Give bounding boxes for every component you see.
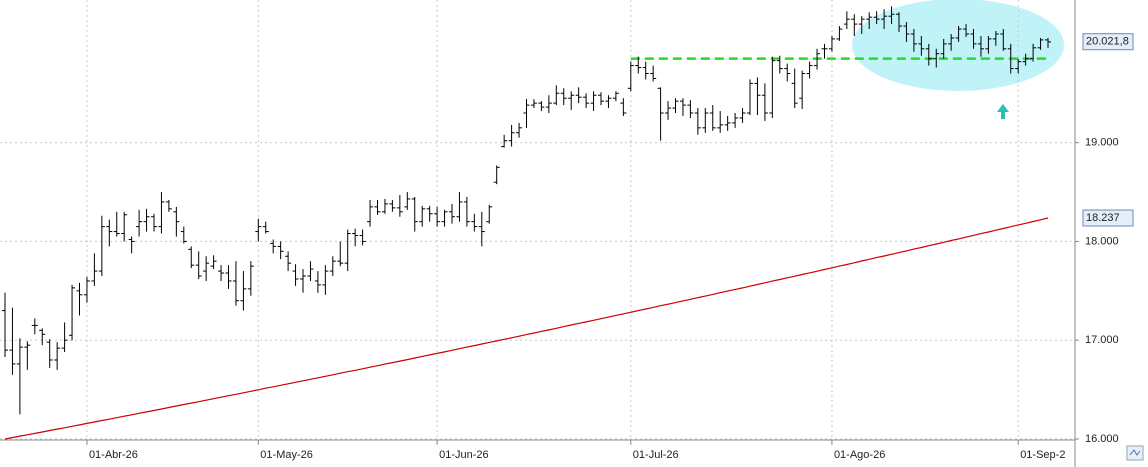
price-tag-label: 18.237: [1086, 212, 1120, 224]
up-arrow: [997, 104, 1009, 119]
y-tick-label: 19.000: [1085, 137, 1119, 149]
y-tick-label: 17.000: [1085, 334, 1119, 346]
x-tick-label: 01-Jul-26: [633, 449, 679, 461]
moving-average-line: [4, 217, 1049, 440]
price-tag: [1082, 209, 1134, 227]
settings-button[interactable]: [1126, 445, 1144, 461]
x-tick-label: 01-Jun-26: [439, 449, 489, 461]
x-tick-label: 01-Abr-26: [89, 449, 138, 461]
price-tag-label: 20.021,8: [1086, 36, 1129, 48]
x-tick-label: 01-May-26: [260, 449, 313, 461]
y-tick-label: 16.000: [1085, 433, 1119, 445]
y-tick-label: 18.000: [1085, 235, 1119, 247]
price-tag: [1082, 33, 1134, 51]
x-tick-label: 01-Sep-2: [1020, 449, 1065, 461]
x-tick-label: 01-Ago-26: [834, 449, 885, 461]
settings-icon: [1129, 449, 1141, 456]
